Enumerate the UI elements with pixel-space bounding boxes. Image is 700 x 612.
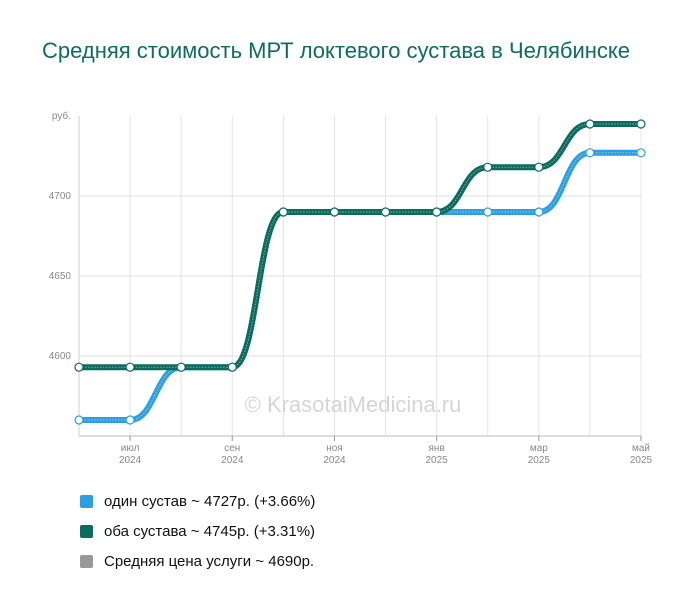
x-tick-year: 2025	[630, 455, 653, 466]
x-tick-month: мар	[530, 443, 548, 454]
chart-title: Средняя стоимость МРТ локтевого сустава …	[42, 38, 631, 63]
series-line-1	[76, 121, 644, 371]
grid	[78, 116, 642, 436]
x-tick-year: 2024	[323, 455, 346, 466]
legend-item: оба сустава ~ 4745р. (+3.31%)	[80, 516, 315, 546]
axes: 460046504700руб.июл2024сен2024ноя2024янв…	[49, 110, 653, 466]
legend: один сустав ~ 4727р. (+3.66%) оба сустава…	[80, 486, 315, 576]
data-point	[483, 162, 493, 172]
data-point	[125, 415, 135, 425]
watermark: © KrasotaiMedicina.ru	[245, 392, 462, 417]
y-tick-label: 4600	[49, 351, 72, 362]
data-point	[534, 207, 544, 217]
data-point	[636, 148, 646, 158]
data-point	[329, 207, 340, 217]
legend-swatch	[80, 524, 93, 538]
data-point	[125, 362, 135, 372]
legend-item: один сустав ~ 4727р. (+3.66%)	[80, 486, 315, 516]
x-tick-year: 2025	[528, 455, 551, 466]
data-point	[432, 207, 442, 217]
y-tick-label: 4650	[49, 271, 72, 282]
x-tick-year: 2024	[221, 455, 244, 466]
legend-label: оба сустава ~ 4745р. (+3.31%)	[104, 522, 316, 540]
data-points	[74, 119, 646, 425]
data-point	[74, 415, 84, 425]
data-point	[636, 119, 646, 129]
data-point	[278, 207, 288, 217]
x-tick-month: ноя	[326, 443, 343, 454]
data-point	[74, 362, 84, 372]
x-tick-month: сен	[224, 443, 240, 454]
data-point	[585, 148, 595, 158]
data-point	[483, 207, 493, 217]
data-point	[176, 362, 186, 372]
x-tick-year: 2024	[119, 455, 142, 466]
y-axis-unit: руб.	[52, 110, 71, 122]
legend-label: Средняя цена услуги ~ 4690р.	[104, 552, 315, 570]
data-point	[534, 162, 544, 172]
x-tick-month: янв	[429, 443, 445, 454]
data-point	[585, 119, 595, 129]
x-tick-year: 2025	[426, 455, 449, 466]
x-tick-month: май	[632, 443, 650, 454]
legend-swatch	[80, 494, 93, 508]
legend-swatch	[80, 554, 93, 568]
data-point	[380, 207, 391, 217]
legend-item: Средняя цена услуги ~ 4690р.	[80, 546, 315, 576]
x-tick-month: июл	[121, 443, 140, 454]
y-tick-label: 4700	[49, 191, 72, 202]
data-point	[227, 362, 237, 372]
series-lines	[76, 121, 644, 424]
legend-label: один сустав ~ 4727р. (+3.66%)	[104, 492, 316, 510]
